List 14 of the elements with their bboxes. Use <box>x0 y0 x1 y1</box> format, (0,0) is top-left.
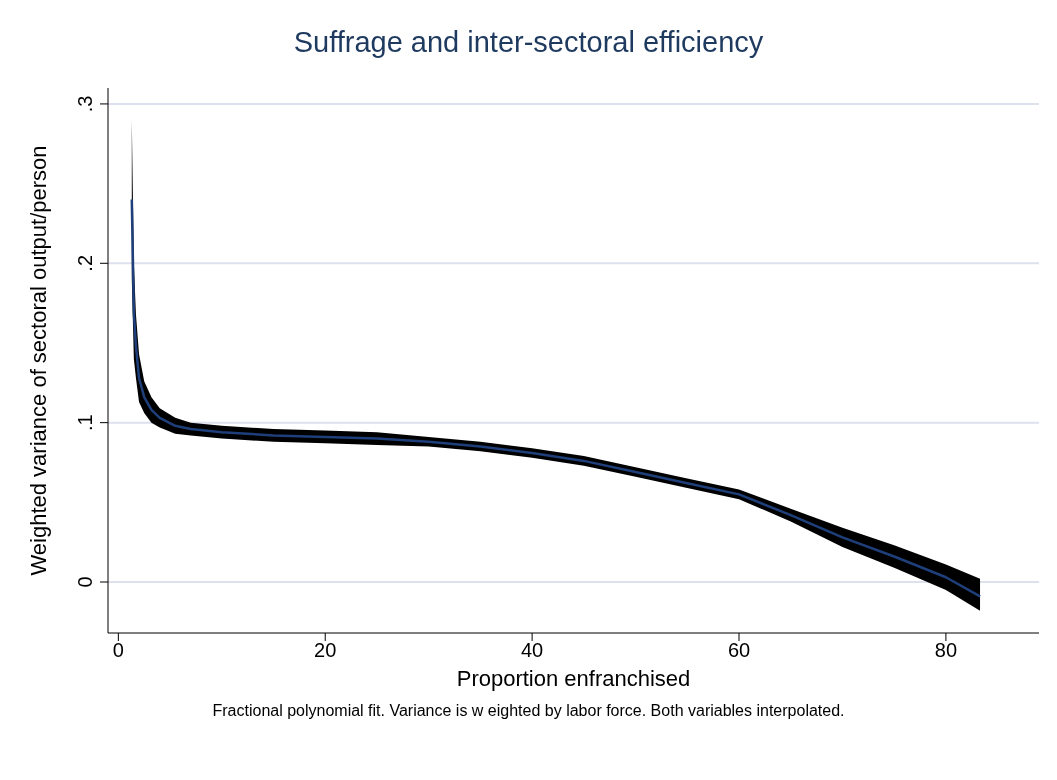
y-tick-label: .3 <box>74 95 96 113</box>
y-tick-label: 0 <box>74 576 96 588</box>
x-tick-label: 40 <box>521 639 544 662</box>
x-tick-label: 60 <box>727 639 751 662</box>
chart-title: Suffrage and inter-sectoral efficiency <box>292 26 765 59</box>
x-tick-label: 0 <box>112 639 124 662</box>
y-axis-title: Weighted variance of sectoral output/person <box>25 145 51 576</box>
x-tick-label: 80 <box>934 639 958 662</box>
x-tick-label: 20 <box>314 639 337 662</box>
y-tick-label: .1 <box>74 414 96 431</box>
line-series <box>130 198 982 598</box>
y-tick-label: .2 <box>74 254 96 272</box>
x-axis-title: Proportion enfranchised <box>456 666 691 691</box>
text: Fractional polynomial fit. Variance is w eighted by labor force. Both variables interpolated. <box>211 702 846 720</box>
